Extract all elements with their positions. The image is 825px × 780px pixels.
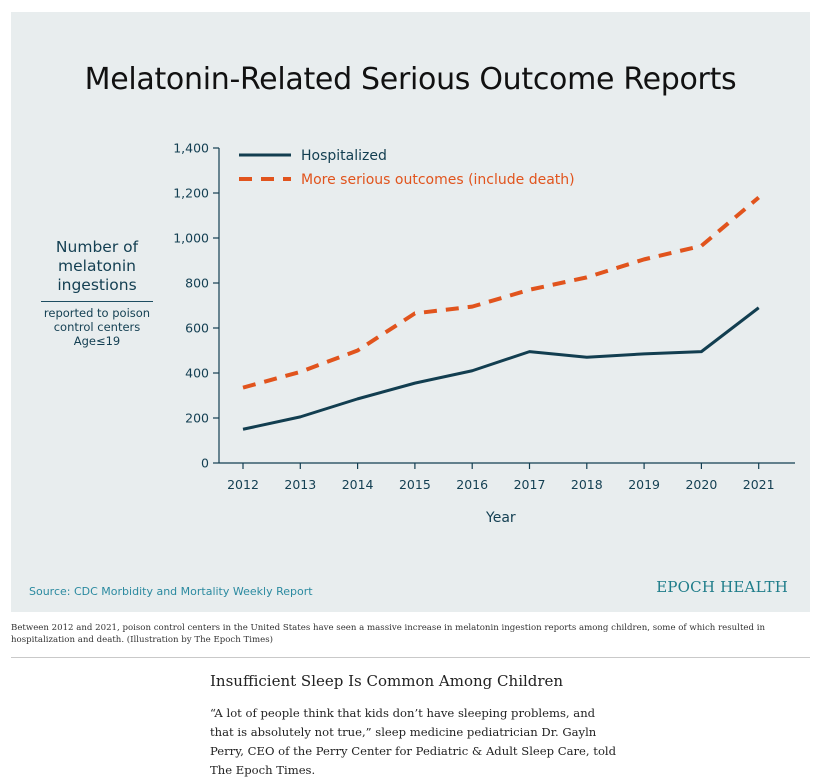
x-tick-label: 2014 bbox=[342, 477, 374, 492]
series-line-hospitalized bbox=[242, 306, 760, 431]
y-tick-label: 800 bbox=[185, 276, 209, 291]
legend-label: Hospitalized bbox=[301, 148, 387, 164]
x-tick-label: 2018 bbox=[571, 477, 603, 492]
section-heading: Insufficient Sleep Is Common Among Child… bbox=[210, 672, 564, 690]
y-axis-label-main: Number of melatonin ingestions bbox=[55, 238, 139, 294]
brand-logo: EPOCH HEALTH bbox=[656, 578, 788, 596]
chart-title: Melatonin-Related Serious Outcome Report… bbox=[84, 62, 737, 97]
x-axis-title: Year bbox=[485, 510, 516, 526]
y-axis-label-sub: reported to poison control centers Age≤1… bbox=[43, 306, 151, 348]
article-paragraph: “A lot of people think that kids don’t h… bbox=[210, 706, 617, 777]
x-tick-label: 2020 bbox=[685, 477, 717, 492]
y-axis-label: Number of melatonin ingestions reported … bbox=[37, 238, 157, 348]
x-tick-label: 2021 bbox=[743, 477, 775, 492]
y-tick-label: 1,200 bbox=[173, 186, 209, 201]
chart-figure: Melatonin-Related Serious Outcome Report… bbox=[11, 12, 810, 612]
x-tick-label: 2013 bbox=[284, 477, 316, 492]
x-tick-label: 2017 bbox=[514, 477, 546, 492]
legend-label: More serious outcomes (include death) bbox=[301, 172, 575, 188]
x-tick-label: 2012 bbox=[227, 477, 259, 492]
y-tick-label: 200 bbox=[185, 411, 209, 426]
figure-caption: Between 2012 and 2021, poison control ce… bbox=[11, 623, 766, 645]
series-line-serious-outcomes bbox=[242, 195, 760, 390]
y-tick-label: 0 bbox=[201, 456, 209, 471]
source-note: Source: CDC Morbidity and Mortality Week… bbox=[29, 585, 313, 598]
y-axis-label-rule bbox=[41, 301, 153, 302]
x-tick-label: 2019 bbox=[628, 477, 660, 492]
y-tick-label: 400 bbox=[185, 366, 209, 381]
y-tick-label: 600 bbox=[185, 321, 209, 336]
line-chart-plot: 0 200 400 600 800 1,000 1,200 1,400 2012 2013 2014… bbox=[173, 141, 795, 526]
x-tick-label: 2016 bbox=[456, 477, 488, 492]
x-tick-label: 2015 bbox=[399, 477, 431, 492]
divider bbox=[11, 657, 810, 658]
y-tick-label: 1,400 bbox=[173, 141, 209, 156]
y-tick-label: 1,000 bbox=[173, 231, 209, 246]
